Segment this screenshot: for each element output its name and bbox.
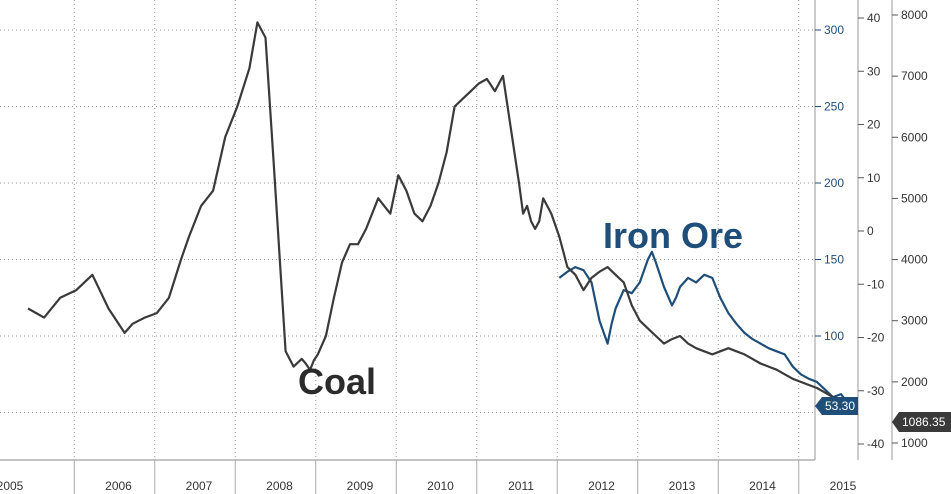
x-tick-label: 2014	[749, 479, 776, 493]
right-axis-tick-label: 3000	[901, 314, 928, 328]
x-tick-label: 2005	[0, 479, 24, 493]
iron-ore-last-value-badge	[815, 397, 858, 415]
iron-ore-last-value: 53.30	[825, 399, 855, 413]
right-axis-tick-label: 8000	[901, 8, 928, 22]
mid-axis-tick-label: 20	[867, 118, 881, 132]
x-tick-label: 2009	[347, 479, 374, 493]
x-tick-label: 2006	[105, 479, 132, 493]
right-axis-tick-label: 6000	[901, 130, 928, 144]
series-group	[27, 21, 850, 409]
coal-last-value-badge	[892, 412, 951, 432]
axes: 2005200620072008200920102011201220132014…	[0, 0, 928, 494]
x-tick-label: 2013	[669, 479, 696, 493]
annotation-coal: Coal	[298, 361, 376, 402]
right-axis-tick-label: 1000	[901, 436, 928, 450]
labels-group: Coal Iron Ore 53.30 1086.35	[298, 215, 951, 432]
right-axis-tick-label: 4000	[901, 253, 928, 267]
blue-axis-tick-label: 150	[824, 253, 844, 267]
blue-axis-tick-label: 100	[824, 329, 844, 343]
x-tick-label: 2008	[266, 479, 293, 493]
right-axis-tick-label: 2000	[901, 375, 928, 389]
mid-axis-tick-label: 40	[867, 11, 881, 25]
mid-axis-tick-label: 10	[867, 171, 881, 185]
mid-axis-tick-label: -30	[867, 384, 885, 398]
annotation-iron-ore: Iron Ore	[603, 215, 743, 256]
right-axis-tick-label: 7000	[901, 69, 928, 83]
blue-axis-tick-label: 300	[824, 23, 844, 37]
series-line-coal	[27, 21, 850, 409]
x-tick-label: 2015	[830, 479, 857, 493]
x-tick-label: 2012	[588, 479, 615, 493]
series-line-iron-ore	[558, 250, 850, 406]
gridlines	[0, 0, 815, 460]
mid-axis-tick-label: -20	[867, 331, 885, 345]
coal-last-value: 1086.35	[902, 415, 946, 429]
mid-axis-tick-label: -40	[867, 437, 885, 451]
x-tick-label: 2007	[186, 479, 213, 493]
x-tick-label: 2011	[508, 479, 534, 493]
x-tick-label: 2010	[427, 479, 454, 493]
mid-axis-tick-label: 0	[867, 224, 874, 238]
blue-axis-tick-label: 250	[824, 100, 844, 114]
mid-axis-tick-label: 30	[867, 64, 881, 78]
mid-axis-tick-label: -10	[867, 277, 885, 291]
blue-axis-tick-label: 200	[824, 176, 844, 190]
right-axis-tick-label: 5000	[901, 191, 928, 205]
